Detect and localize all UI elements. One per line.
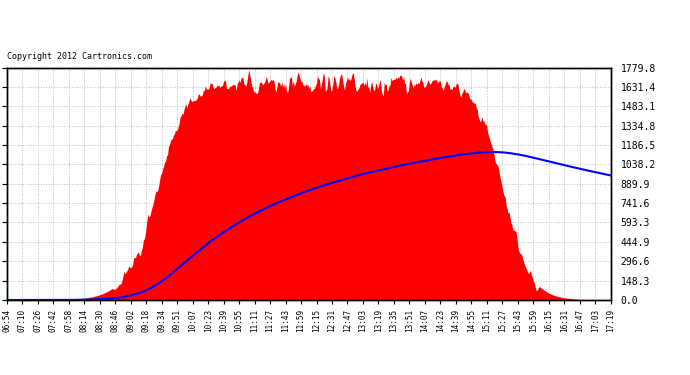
Text: Copyright 2012 Cartronics.com: Copyright 2012 Cartronics.com xyxy=(7,52,152,61)
Text: West Array Actual Power (red) & Running Average Power (Watts blue) Thu Feb 9 17:: West Array Actual Power (red) & Running … xyxy=(7,15,663,28)
